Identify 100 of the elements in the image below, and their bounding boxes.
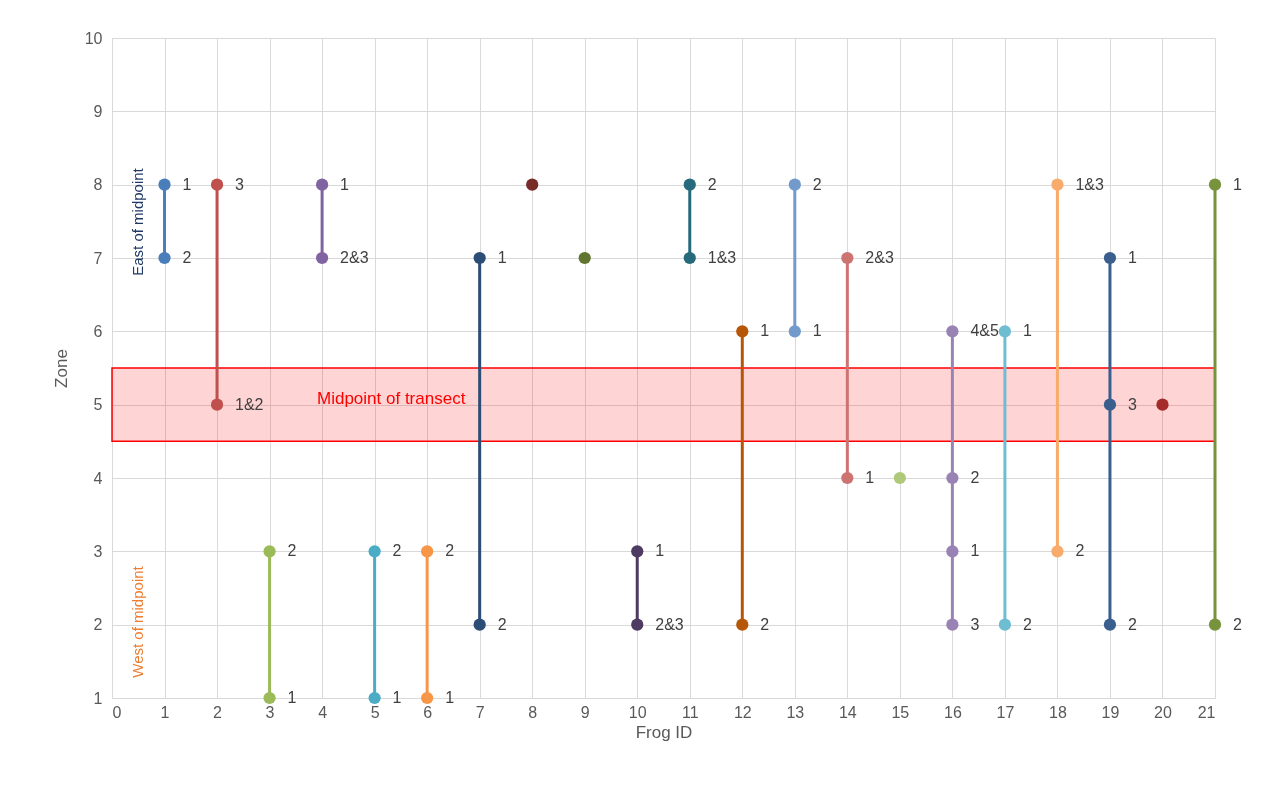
- point: [210, 398, 224, 411]
- y-tick-label: 3: [93, 542, 103, 560]
- x-tick-label: 5: [370, 703, 380, 721]
- point: [736, 325, 749, 338]
- x-tick-label: 9: [580, 703, 590, 721]
- point: [1103, 251, 1117, 265]
- y-tick-label: 2: [93, 616, 103, 634]
- point: [841, 471, 854, 485]
- annotation: 3: [1127, 395, 1137, 413]
- annotation: 2: [1233, 615, 1242, 633]
- point: [946, 618, 959, 631]
- annotation: West of midpoint: [129, 565, 146, 678]
- annotation: 2: [497, 615, 507, 633]
- x-tick-label: 13: [786, 703, 805, 721]
- annotation: 2: [707, 175, 717, 193]
- annotation: East of midpoint: [129, 167, 146, 276]
- annotation: 2: [392, 542, 402, 560]
- annotation: 1: [392, 689, 402, 706]
- annotation: 2&3: [865, 249, 894, 266]
- annotation: 2&3: [655, 615, 684, 633]
- annotation: 1: [182, 175, 192, 193]
- y-tick-label: 1: [93, 689, 103, 707]
- point: [788, 325, 801, 338]
- point: [315, 251, 329, 265]
- point: [158, 178, 171, 191]
- point: [788, 178, 801, 191]
- point: [736, 618, 749, 631]
- point: [1051, 545, 1064, 558]
- point: [263, 545, 276, 558]
- y-tick-label: 5: [93, 396, 103, 414]
- x-tick-label: 17: [996, 703, 1015, 721]
- x-tick-label: 2: [213, 703, 223, 721]
- point: [1051, 178, 1064, 191]
- annotation: 1: [1127, 249, 1137, 266]
- point: [263, 691, 276, 705]
- point: [946, 471, 959, 485]
- annotation: 2: [1022, 615, 1032, 633]
- point: [631, 618, 644, 631]
- y-tick-label: 9: [93, 102, 103, 120]
- x-tick-label: 15: [891, 703, 910, 721]
- annotation: 1: [497, 249, 507, 266]
- point: [1103, 618, 1117, 631]
- x-tick-label: 11: [681, 703, 699, 721]
- point: [315, 178, 329, 191]
- x-tick-label: 20: [1154, 703, 1172, 721]
- x-tick-label: 16: [943, 703, 962, 721]
- annotation: 2: [1075, 542, 1085, 560]
- annotation: 1: [1022, 322, 1032, 340]
- y-axis-title: Zone: [51, 349, 71, 388]
- band-label: Midpoint of transect: [317, 388, 466, 408]
- x-tick-label: 7: [475, 703, 485, 721]
- point: [946, 325, 959, 338]
- point: [1208, 618, 1222, 631]
- y-tick-label: 7: [93, 249, 103, 267]
- x-tick-label: 10: [628, 703, 647, 721]
- x-tick-label: 8: [528, 703, 538, 721]
- annotation: 1&3: [1075, 175, 1104, 193]
- annotation: 1&2: [235, 395, 264, 413]
- x-tick-label: 18: [1049, 703, 1067, 721]
- annotation: 1: [655, 542, 665, 560]
- y-tick-label: 10: [84, 29, 103, 47]
- annotation: 1: [865, 469, 875, 486]
- x-axis-title: Frog ID: [635, 722, 693, 742]
- point: [421, 691, 434, 705]
- y-tick-label: 4: [93, 469, 103, 487]
- point: [841, 251, 854, 265]
- annotation: 3: [970, 615, 980, 633]
- point: [683, 251, 696, 265]
- point: [158, 251, 171, 265]
- x-tick-label: 4: [318, 703, 328, 721]
- x-tick-label: 0: [112, 703, 122, 721]
- x-tick-label: 19: [1101, 703, 1120, 721]
- annotation: 1: [287, 689, 297, 706]
- point: [998, 618, 1012, 631]
- x-tick-label: 12: [733, 703, 752, 721]
- annotation: 2: [970, 469, 980, 486]
- point: [368, 545, 381, 558]
- annotation: 1: [760, 322, 770, 340]
- x-tick-label: 14: [838, 703, 857, 721]
- annotation: 1: [970, 542, 980, 560]
- annotation: 4&5: [970, 322, 999, 340]
- point: [893, 471, 906, 485]
- x-tick-label: 6: [423, 703, 433, 721]
- annotation: 1: [1233, 175, 1242, 193]
- point: [1156, 398, 1169, 411]
- annotation: 2: [182, 249, 192, 266]
- point: [946, 545, 959, 558]
- point: [526, 178, 539, 191]
- y-tick-label: 8: [93, 176, 103, 194]
- point: [1103, 398, 1117, 411]
- annotation: 1: [812, 322, 822, 340]
- point: [473, 618, 486, 631]
- point: [683, 178, 696, 191]
- annotation: 2: [287, 542, 297, 560]
- y-tick-label: 6: [93, 322, 103, 340]
- annotation: 2: [760, 615, 770, 633]
- point: [210, 178, 224, 191]
- x-tick-label: 3: [265, 703, 275, 721]
- point: [578, 251, 591, 265]
- x-tick-label: 1: [160, 703, 170, 721]
